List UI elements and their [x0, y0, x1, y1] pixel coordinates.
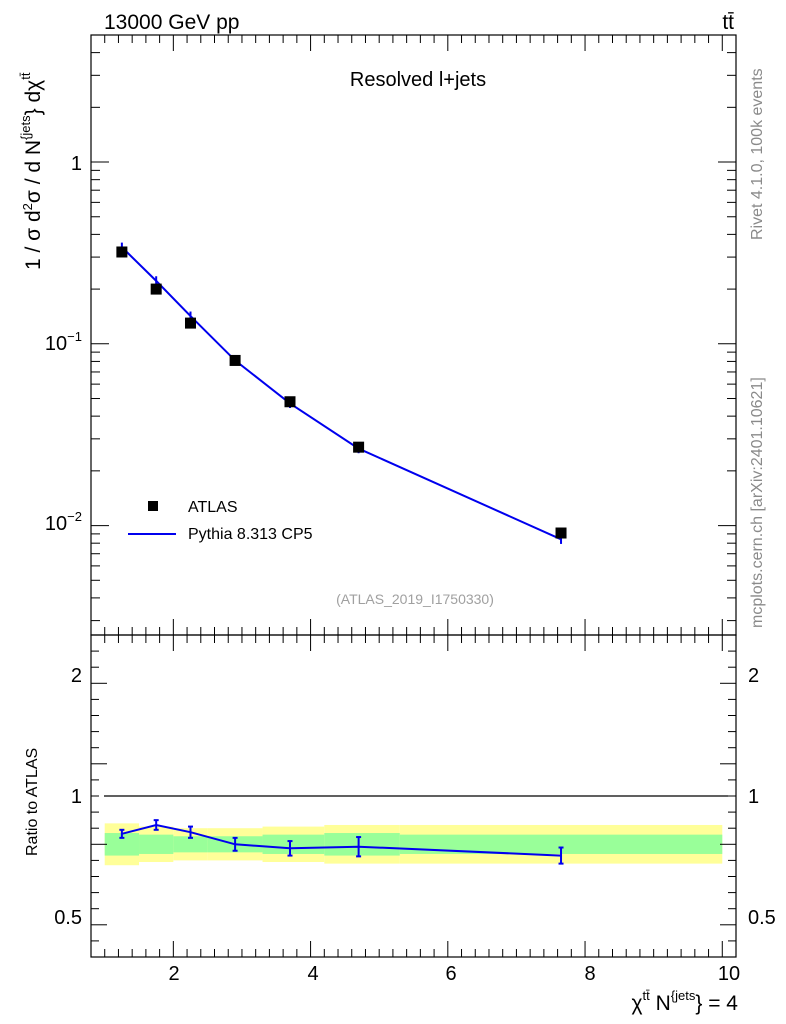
- pythia-line: [121, 246, 562, 541]
- atlas-data-point: [116, 246, 128, 258]
- ratio-band-green: [262, 834, 325, 854]
- ratio-panel: Ratio to ATLAS 2 1 0.5 2 1 0.5 2 4 6 8 1…: [24, 634, 776, 1015]
- process-label: tt̄: [722, 11, 734, 34]
- ratio-ylabel: Ratio to ATLAS: [24, 748, 41, 856]
- beam-label: 13000 GeV pp: [104, 11, 239, 34]
- xtick-label-2: 2: [168, 963, 179, 985]
- legend-label-atlas: ATLAS: [188, 499, 238, 516]
- ytick-label-1: 1: [71, 153, 82, 175]
- ratio-band-green: [104, 833, 140, 856]
- xtick-label-8: 8: [584, 963, 595, 985]
- ratio-frame: [90, 634, 737, 958]
- main-ylabel: 1 / σ d2σ / d N{jets} dχtt̄: [18, 72, 45, 270]
- xtick-label-4: 4: [307, 963, 318, 985]
- atlas-data-point: [353, 441, 365, 453]
- main-axis-ticks: [91, 34, 736, 635]
- atlas-data-point: [229, 354, 241, 366]
- ytick-label-0.01: 10−2: [45, 509, 82, 535]
- analysis-tag: (ATLAS_2019_I1750330): [336, 591, 494, 607]
- main-panel: Resolved l+jets (ATLAS_2019_I1750330) 1 …: [18, 34, 737, 636]
- ratio-ytick-left-0.5: 0.5: [54, 907, 82, 929]
- atlas-data-point: [150, 283, 162, 295]
- xtick-label-10: 10: [718, 963, 740, 985]
- ratio-ytick-right-1: 1: [748, 786, 759, 808]
- ratio-band-green: [139, 834, 174, 854]
- legend: ATLAS Pythia 8.313 CP5: [128, 499, 313, 543]
- atlas-data-point: [555, 527, 567, 539]
- atlas-data-point: [284, 396, 296, 408]
- main-title: Resolved l+jets: [350, 69, 486, 91]
- ratio-ytick-left-2: 2: [71, 665, 82, 687]
- ratio-ytick-left-1: 1: [71, 786, 82, 808]
- ratio-band-green: [399, 834, 723, 854]
- rivet-label: Rivet 4.1.0, 100k events: [749, 68, 766, 240]
- atlas-data-point: [184, 317, 196, 329]
- ratio-ytick-right-0.5: 0.5: [748, 907, 776, 929]
- xlabel: χtt̄ N{jets} = 4: [632, 988, 739, 1015]
- legend-label-pythia: Pythia 8.313 CP5: [188, 526, 313, 543]
- source-label: mcplots.cern.ch [arXiv:2401.10621]: [749, 377, 766, 628]
- ratio-band-green: [324, 833, 400, 856]
- xtick-label-6: 6: [445, 963, 456, 985]
- main-frame: [90, 34, 737, 636]
- legend-marker-atlas: [148, 501, 158, 511]
- ytick-label-0.1: 10−1: [45, 329, 82, 355]
- ratio-ytick-right-2: 2: [748, 665, 759, 687]
- ratio-band-green: [173, 836, 208, 853]
- ratio-axis-ticks: [91, 634, 736, 958]
